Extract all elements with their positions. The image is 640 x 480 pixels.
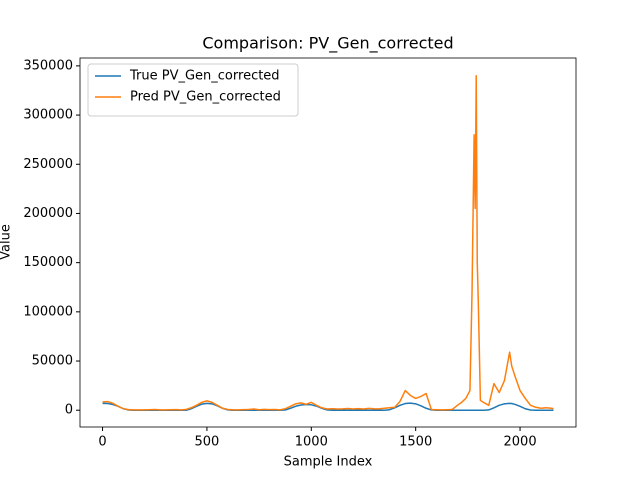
plot-frame — [79, 57, 577, 428]
y-tick-label: 100000 — [23, 304, 73, 319]
y-tick-label: 150000 — [23, 255, 73, 270]
y-tick-label: 200000 — [23, 206, 73, 221]
y-tick-label: 0 — [65, 403, 73, 418]
y-tick-label: 300000 — [23, 108, 73, 123]
x-tick-label: 0 — [98, 435, 106, 450]
legend-box — [87, 63, 299, 117]
y-tick-label: 50000 — [32, 354, 73, 369]
x-tick-label: 1000 — [295, 435, 328, 450]
y-tick-label: 250000 — [23, 157, 73, 172]
x-axis-label: Sample Index — [284, 455, 373, 470]
x-tick-label: 1500 — [399, 435, 432, 450]
series-line — [102, 74, 554, 411]
y-tick-label: 350000 — [23, 58, 73, 73]
y-axis-label: Value — [0, 224, 14, 260]
chart-title: Comparison: PV_Gen_corrected — [202, 34, 453, 54]
x-tick-label: 2000 — [504, 435, 537, 450]
legend-label: True PV_Gen_corrected — [129, 69, 280, 84]
legend-label: Pred PV_Gen_corrected — [130, 90, 281, 105]
x-tick-label: 500 — [195, 435, 220, 450]
